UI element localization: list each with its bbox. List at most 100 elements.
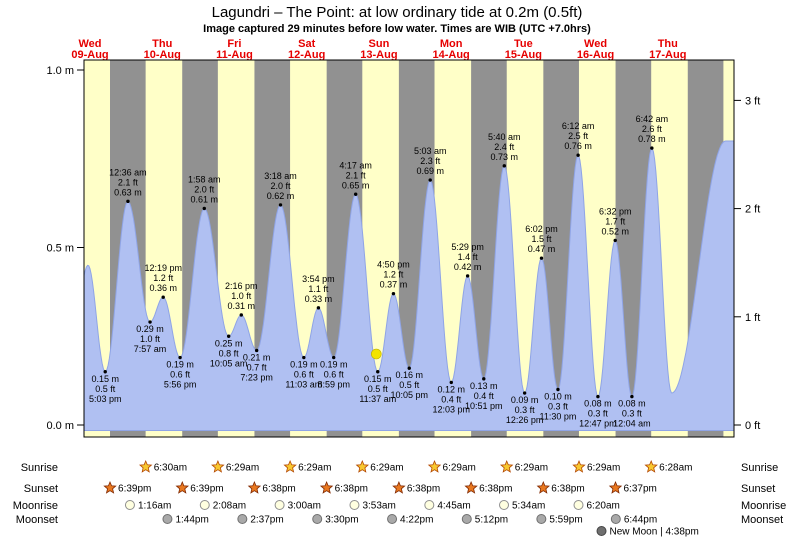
tide-label-line: 0.33 m	[305, 294, 333, 304]
tide-label-line: 0.08 m	[618, 399, 646, 409]
astro-row-label-left: Moonrise	[13, 500, 58, 512]
day-label-date: 13-Aug	[360, 49, 397, 61]
moonrise-time: 3:00am	[288, 501, 321, 512]
sunrise-star-icon	[572, 459, 586, 473]
sunrise-time: 6:29am	[587, 463, 620, 474]
moonrise-icon	[424, 500, 435, 510]
tide-label-line: 6:02 pm	[525, 224, 558, 234]
moonrise-icon	[274, 500, 285, 510]
day-label-dow: Sun	[369, 38, 390, 50]
tide-extreme-dot	[178, 355, 182, 360]
tide-extreme-dot	[522, 391, 527, 395]
tide-label-line: 4:17 am	[339, 160, 372, 170]
tide-label-line: 2.6 ft	[642, 124, 663, 134]
tide-extreme-dot	[126, 199, 130, 204]
tide-extreme-dot	[302, 355, 306, 360]
moonrise-time: 3:53am	[362, 501, 395, 512]
tide-label-line: 12:19 pm	[144, 263, 182, 273]
tide-label-line: 2.1 ft	[346, 170, 367, 180]
tide-label-line: 2.0 ft	[270, 181, 291, 191]
tide-label-line: 1:58 am	[188, 174, 221, 184]
tide-extreme-dot	[556, 387, 560, 392]
right-axis-tick-label: 1 ft	[745, 312, 760, 324]
tide-extreme-dot	[630, 394, 634, 399]
day-label-dow: Tue	[514, 38, 533, 50]
moonset-time: 5:12pm	[475, 515, 508, 526]
tide-label-line: 0.6 ft	[294, 370, 315, 380]
sunset-star-icon	[247, 480, 262, 494]
sunset-time: 6:38pm	[335, 484, 368, 495]
new-moon-label: New Moon | 4:38pm	[610, 527, 699, 538]
tide-label-line: 0.36 m	[149, 283, 177, 293]
sunset-star-icon	[319, 480, 334, 494]
day-labels-row: Wed09-AugThu10-AugFri11-AugSat12-AugSun1…	[71, 38, 686, 61]
tide-label-line: 2.3 ft	[420, 156, 441, 166]
plot-border	[83, 59, 735, 438]
tide-label-line: 7:57 am	[134, 344, 167, 354]
day-label-date: 11-Aug	[216, 49, 253, 61]
tide-label-line: 3:18 am	[264, 171, 297, 181]
sunset-time: 6:38pm	[479, 484, 512, 495]
day-label-dow: Wed	[79, 38, 102, 50]
moonrise-time: 5:34am	[512, 501, 545, 512]
day-label-date: 14-Aug	[432, 49, 469, 61]
tide-extreme-dot	[428, 178, 432, 182]
tide-extreme-dot	[596, 394, 600, 399]
moonrise-icon	[499, 500, 510, 510]
day-label-dow: Wed	[584, 38, 607, 50]
sunset-time: 6:39pm	[190, 484, 223, 495]
moonset-icon	[461, 514, 472, 524]
tide-label-line: 0.4 ft	[441, 394, 462, 404]
day-label-dow: Thu	[658, 38, 678, 50]
tide-label-line: 0.16 m	[395, 370, 423, 380]
new-moon-icon	[596, 526, 607, 536]
tide-label-line: 5:03 pm	[89, 394, 122, 404]
tide-label-line: 0.12 m	[438, 384, 466, 394]
tide-extreme-dot	[202, 206, 206, 211]
sunrise-star-icon	[283, 459, 297, 473]
tide-label-line: 10:05 pm	[390, 390, 428, 400]
tide-label-line: 0.5 ft	[368, 384, 389, 394]
tide-label-line: 0.7 ft	[247, 362, 268, 372]
tide-label-line: 0.3 ft	[515, 405, 536, 415]
tide-extreme-dot	[226, 334, 231, 338]
sunrise-time: 6:29am	[226, 463, 259, 474]
tide-label-line: 2.5 ft	[568, 131, 589, 141]
sunrise-star-icon	[427, 459, 442, 473]
sunset-time: 6:38pm	[262, 484, 295, 495]
tide-area	[83, 140, 735, 431]
tide-label-line: 11:30 pm	[540, 412, 577, 422]
right-axis-tick-label: 2 ft	[745, 204, 760, 216]
day-label-date: 12-Aug	[288, 49, 325, 61]
chart-subtitle: Image captured 29 minutes before low wat…	[203, 23, 591, 35]
tide-label-line: 2.0 ft	[194, 184, 215, 194]
tide-label-line: 2.1 ft	[118, 177, 139, 187]
moonset-time: 3:30pm	[325, 515, 358, 526]
moonrise-icon	[199, 500, 210, 510]
sunrise-time: 6:28am	[659, 463, 692, 474]
tide-extreme-dot	[449, 380, 453, 385]
tide-extreme-dot	[650, 146, 654, 150]
tide-label-line: 1.7 ft	[605, 216, 626, 226]
tide-label-line: 12:04 am	[613, 419, 651, 429]
tide-label-line: 0.19 m	[166, 360, 194, 370]
tide-extreme-dot	[148, 320, 152, 324]
sunset-star-icon	[392, 480, 406, 494]
tide-label-line: 0.3 ft	[622, 409, 643, 419]
tide-label-line: 2:16 pm	[225, 281, 258, 291]
sunset-star-icon	[536, 480, 550, 494]
tide-extreme-dot	[613, 238, 617, 243]
tide-label-line: 5:03 am	[414, 146, 447, 156]
moonrise-time: 1:16am	[138, 501, 171, 512]
sunrise-star-icon	[139, 459, 153, 473]
day-label-date: 16-Aug	[577, 49, 614, 61]
tide-label-line: 0.09 m	[511, 395, 539, 405]
tide-label-line: 6:12 am	[562, 121, 595, 131]
moonset-icon	[162, 514, 173, 524]
tide-label-line: 0.13 m	[470, 381, 498, 391]
tide-label-line: 0.29 m	[136, 324, 164, 334]
tide-label-line: 7:23 pm	[240, 372, 273, 382]
